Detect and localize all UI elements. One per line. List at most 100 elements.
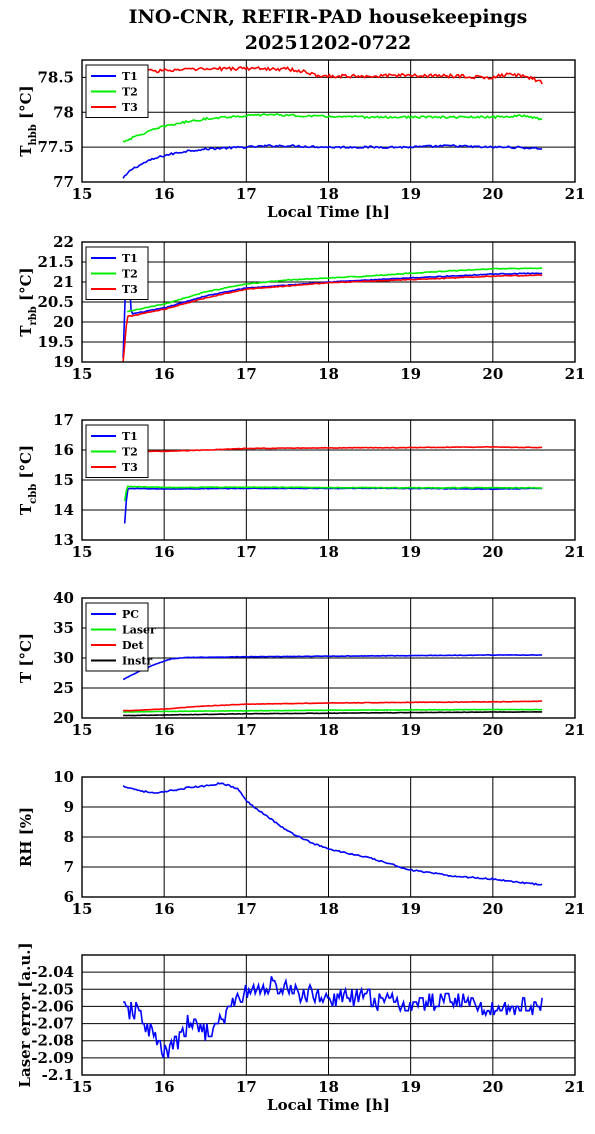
legend: T1 T2 T3 xyxy=(85,424,149,478)
series-line-t1 xyxy=(122,144,543,179)
y-tick-label: -2.05 xyxy=(31,980,74,998)
plot-frame xyxy=(81,59,576,183)
y-tick-label: -2.1 xyxy=(42,1066,74,1084)
y-tick-label: -2.04 xyxy=(31,963,74,981)
legend-label: Laser xyxy=(122,624,156,637)
y-tick-label: 20 xyxy=(53,313,74,331)
y-axis-label: RH [%] xyxy=(17,807,35,867)
y-tick-label: 16 xyxy=(53,441,74,459)
x-tick-label: 16 xyxy=(154,365,175,383)
legend-label: T3 xyxy=(122,461,138,474)
y-axis-label: Thbb [°C] xyxy=(17,85,39,156)
legend-label: T2 xyxy=(122,446,138,459)
x-tick-label: 17 xyxy=(236,1078,257,1096)
x-tick-label: 17 xyxy=(236,721,257,739)
y-tick-label: 30 xyxy=(53,649,74,667)
y-tick-label: 40 xyxy=(53,589,74,607)
series-line-pc xyxy=(122,653,543,681)
x-tick-label: 20 xyxy=(482,543,503,561)
legend-label: T1 xyxy=(122,70,138,83)
x-tick-label: 19 xyxy=(400,365,421,383)
x-tick-label: 16 xyxy=(154,185,175,203)
x-tick-label: 16 xyxy=(154,900,175,918)
panel-3: 15 16 17 18 19 20 21 13 14 15 16 17 Tcbb [°C] T1 T2 T3 xyxy=(17,411,585,561)
y-tick-label: 19.5 xyxy=(37,333,74,351)
x-tick-label: 16 xyxy=(154,1078,175,1096)
x-tick-label: 15 xyxy=(72,721,93,739)
y-tick-label: 77.5 xyxy=(37,138,74,156)
y-tick-label: 17 xyxy=(53,411,74,429)
figure-title-line1: INO-CNR, REFIR-PAD housekeepings xyxy=(129,6,528,28)
x-tick-label: 17 xyxy=(236,185,257,203)
legend: PC Laser Det Instr xyxy=(85,602,156,672)
y-tick-label: 8 xyxy=(64,828,74,846)
x-tick-label: 18 xyxy=(318,1078,339,1096)
y-tick-label: -2.06 xyxy=(31,997,74,1015)
y-tick-label: -2.07 xyxy=(31,1015,74,1033)
y-tick-label: 35 xyxy=(53,619,74,637)
series-line-data xyxy=(122,782,543,886)
y-tick-label: 15 xyxy=(53,471,74,489)
series-line-instr xyxy=(123,710,543,717)
y-tick-label: -2.08 xyxy=(31,1032,74,1050)
x-tick-label: 19 xyxy=(400,1078,421,1096)
x-tick-label: 18 xyxy=(318,543,339,561)
x-tick-label: 15 xyxy=(72,185,93,203)
y-tick-label: 19 xyxy=(53,353,74,371)
series-line-t2 xyxy=(123,485,543,502)
legend: T1 T2 T3 xyxy=(85,64,149,118)
x-tick-label: 15 xyxy=(72,543,93,561)
x-tick-label: 20 xyxy=(482,1078,503,1096)
series-line-t3 xyxy=(122,274,543,362)
plot-frame xyxy=(81,419,576,541)
y-tick-label: 6 xyxy=(64,888,74,906)
x-tick-label: 20 xyxy=(482,185,503,203)
x-tick-label: 15 xyxy=(72,365,93,383)
series-line-t3 xyxy=(122,65,543,85)
x-tick-label: 18 xyxy=(318,900,339,918)
y-tick-label: 14 xyxy=(53,501,74,519)
legend: T1 T2 T3 xyxy=(85,246,149,300)
x-tick-label: 17 xyxy=(236,365,257,383)
x-tick-label: 20 xyxy=(482,365,503,383)
legend-label: T2 xyxy=(122,86,138,99)
x-tick-label: 20 xyxy=(482,721,503,739)
y-tick-label: 21.5 xyxy=(37,253,74,271)
plot-frame xyxy=(81,954,576,1076)
panel-2: 15 16 17 18 19 20 21 19 19.5 20 20.5 21 21.5 22 Trbb [… xyxy=(17,233,585,383)
x-tick-label: 18 xyxy=(318,721,339,739)
x-tick-label: 18 xyxy=(318,365,339,383)
x-tick-label: 17 xyxy=(236,543,257,561)
x-tick-label: 19 xyxy=(400,543,421,561)
y-axis-label: T [°C] xyxy=(17,633,35,683)
y-tick-label: 13 xyxy=(53,531,74,549)
x-tick-label: 21 xyxy=(565,721,586,739)
y-tick-label: 78.5 xyxy=(37,68,74,86)
legend-label: T2 xyxy=(122,268,138,281)
y-tick-label: 78 xyxy=(53,103,74,121)
y-tick-label: 20 xyxy=(53,709,74,727)
legend-label: T1 xyxy=(122,252,138,265)
panel-5: 15 16 17 18 19 20 21 6 7 8 9 10 RH [%] xyxy=(17,768,585,918)
series-line-t2 xyxy=(126,267,543,313)
x-tick-label: 21 xyxy=(565,365,586,383)
x-tick-label: 18 xyxy=(318,185,339,203)
x-tick-label: 19 xyxy=(400,900,421,918)
x-tick-label: 21 xyxy=(565,1078,586,1096)
series-line-data xyxy=(123,976,543,1059)
panel-6: 15 16 17 18 19 20 21-2.1-2.09-2.08-2.07-2.06-2… xyxy=(16,942,585,1114)
x-tick-label: 21 xyxy=(565,185,586,203)
x-tick-label: 19 xyxy=(400,185,421,203)
y-tick-label: -2.09 xyxy=(31,1049,74,1067)
x-tick-label: 21 xyxy=(565,543,586,561)
plot-frame xyxy=(81,241,576,363)
y-axis-label: Trbb [°C] xyxy=(17,267,39,336)
x-tick-label: 15 xyxy=(72,1078,93,1096)
series-line-laser xyxy=(123,708,543,713)
legend-label: PC xyxy=(122,608,139,621)
y-tick-label: 21 xyxy=(53,273,74,291)
x-tick-label: 16 xyxy=(154,543,175,561)
